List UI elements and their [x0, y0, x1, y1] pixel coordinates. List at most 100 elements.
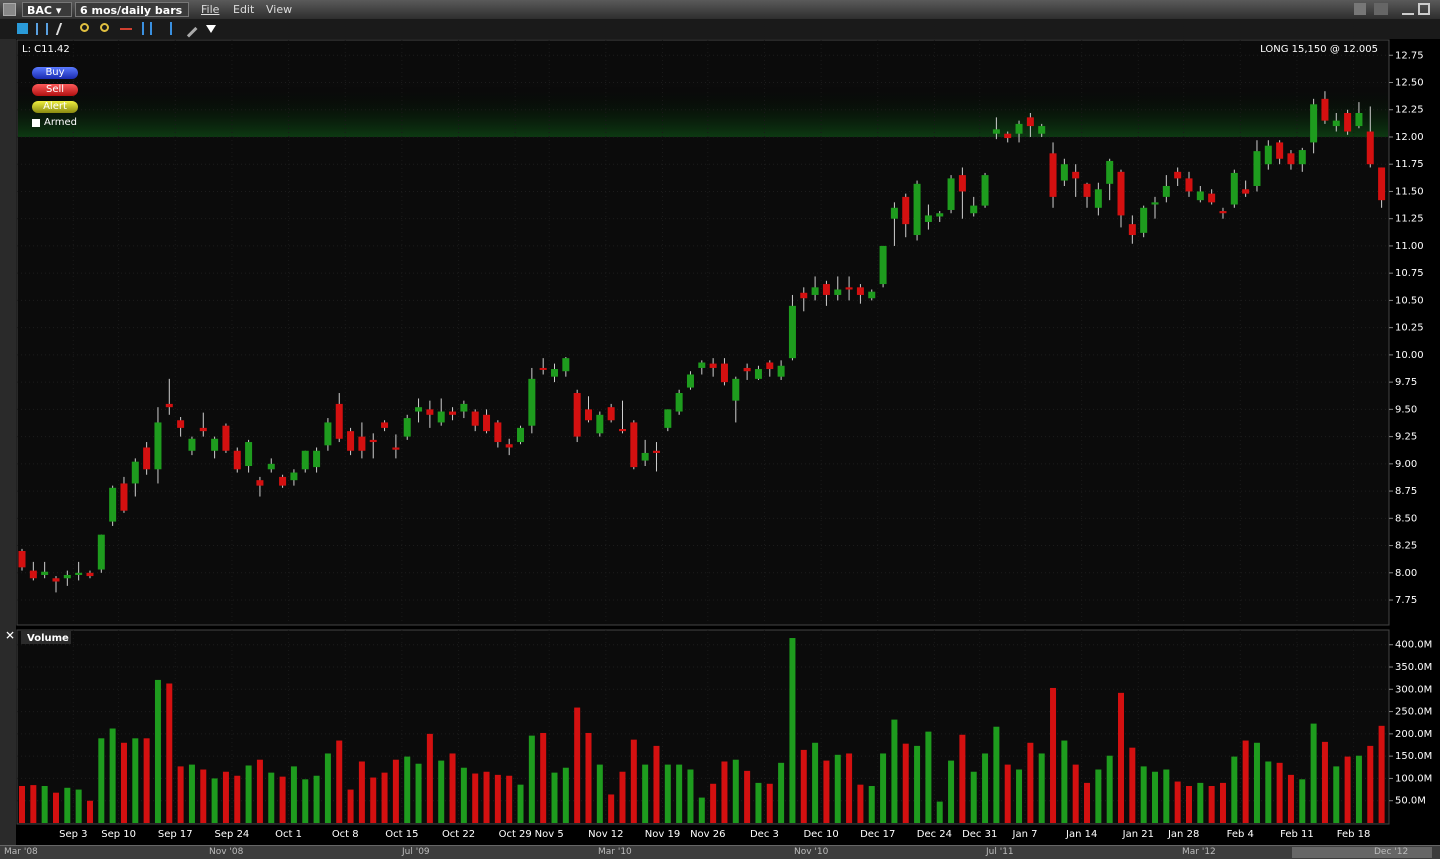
menu-file[interactable]: File: [201, 3, 220, 16]
tool-scroll[interactable]: [142, 22, 152, 35]
candle-body: [97, 534, 105, 570]
volume-bar: [1095, 769, 1102, 823]
maximize-button[interactable]: [1418, 3, 1430, 15]
x-tick-label: Oct 15: [385, 829, 418, 840]
x-tick-label: Nov 19: [645, 829, 680, 840]
y-tick-label: 150.0M: [1395, 751, 1432, 762]
y-tick-label: 8.75: [1395, 486, 1417, 497]
x-tick-label: Dec 31: [962, 829, 997, 840]
y-tick-label: 9.50: [1395, 404, 1417, 415]
volume-bar: [166, 683, 173, 823]
candle-body: [958, 175, 966, 192]
x-tick-label: Feb 4: [1227, 829, 1254, 840]
volume-bar: [1072, 764, 1079, 823]
volume-bar: [494, 774, 501, 823]
volume-bar: [1367, 745, 1374, 823]
candle-body: [29, 570, 37, 579]
candle-body: [754, 369, 762, 379]
menu-view[interactable]: View: [266, 3, 293, 16]
volume-bar: [1287, 774, 1294, 823]
y-tick-label: 300.0M: [1395, 684, 1432, 695]
volume-bar: [1219, 782, 1226, 823]
print-button[interactable]: [1354, 3, 1366, 15]
volume-bar: [574, 707, 581, 823]
tool-zoom-in[interactable]: [80, 23, 89, 32]
volume-bar: [460, 767, 467, 823]
candle-body: [1174, 171, 1182, 179]
volume-bar: [1038, 753, 1045, 823]
tool-more[interactable]: [206, 25, 216, 33]
close-pane[interactable]: ✕: [5, 629, 15, 643]
minimize-button[interactable]: [1402, 3, 1414, 15]
volume-bar: [1106, 755, 1113, 823]
volume-bar: [812, 742, 819, 823]
volume-bar: [551, 772, 558, 823]
scroll-label: Mar '12: [1182, 847, 1216, 857]
y-tick-label: 9.25: [1395, 432, 1417, 443]
menu-edit[interactable]: Edit: [233, 3, 255, 16]
candle-body: [1106, 160, 1114, 184]
buy-button[interactable]: Buy: [32, 67, 78, 79]
candle-body: [1151, 202, 1159, 205]
volume-bar: [1163, 769, 1170, 823]
period-dropdown[interactable]: 6 mos/daily bars ▾: [75, 2, 189, 32]
tool-zoom-out[interactable]: [100, 23, 109, 32]
tool-crosshair[interactable]: [120, 28, 132, 30]
y-tick-label: 400.0M: [1395, 640, 1432, 651]
candle-body: [788, 305, 796, 359]
candle-body: [75, 572, 83, 575]
volume-bar: [936, 801, 943, 823]
volume-bar: [1152, 771, 1158, 823]
candle-body: [970, 205, 978, 214]
candle-body: [528, 378, 536, 426]
candle-body: [347, 431, 355, 451]
symbol: BAC: [27, 4, 52, 17]
tool-end[interactable]: [162, 22, 172, 35]
candle-body: [834, 289, 842, 295]
candle-body: [52, 578, 60, 582]
volume-bar: [596, 764, 603, 823]
sell-button[interactable]: Sell: [32, 84, 78, 96]
alert-button[interactable]: Alert: [32, 101, 78, 113]
candle-body: [199, 427, 207, 432]
volume-bar: [154, 679, 161, 823]
scroll-thumb[interactable]: [1292, 847, 1432, 858]
tool-trade[interactable]: [17, 23, 28, 34]
tool-bars[interactable]: [36, 23, 48, 35]
volume-bar: [608, 794, 615, 823]
volume-bar: [358, 761, 365, 823]
volume-bar: [256, 759, 263, 823]
volume-bar: [1197, 782, 1204, 823]
x-tick-label: Oct 8: [332, 829, 359, 840]
candle-body: [143, 447, 151, 470]
candle-body: [800, 292, 808, 299]
candle-body: [177, 420, 185, 428]
volume-bar: [64, 787, 71, 823]
candle-body: [86, 572, 94, 577]
x-tick-label: Feb 11: [1280, 829, 1314, 840]
y-tick-label: 350.0M: [1395, 662, 1432, 673]
pin-button[interactable]: [1374, 3, 1388, 15]
volume-bar: [1276, 762, 1283, 823]
volume-bar: [1016, 769, 1023, 823]
candle-body: [154, 422, 162, 470]
y-tick-label: 12.25: [1395, 105, 1424, 116]
volume-bar: [1185, 786, 1192, 823]
volume-bar: [653, 745, 660, 823]
candle-body: [120, 483, 128, 511]
volume-bar: [132, 738, 139, 823]
volume-bar: [381, 772, 388, 823]
candle-body: [686, 374, 694, 388]
armed-checkbox[interactable]: [32, 119, 40, 127]
candle-body: [324, 422, 332, 446]
symbol-dropdown[interactable]: BAC ▾: [22, 2, 72, 17]
candle-body: [41, 571, 49, 575]
candle-body: [947, 178, 955, 210]
volume-bar: [86, 800, 93, 823]
candle-body: [1230, 172, 1238, 205]
app-icon: [3, 3, 16, 16]
candle-body: [641, 452, 649, 461]
candle-body: [618, 428, 626, 432]
last-price: L: C11.42: [22, 44, 70, 55]
